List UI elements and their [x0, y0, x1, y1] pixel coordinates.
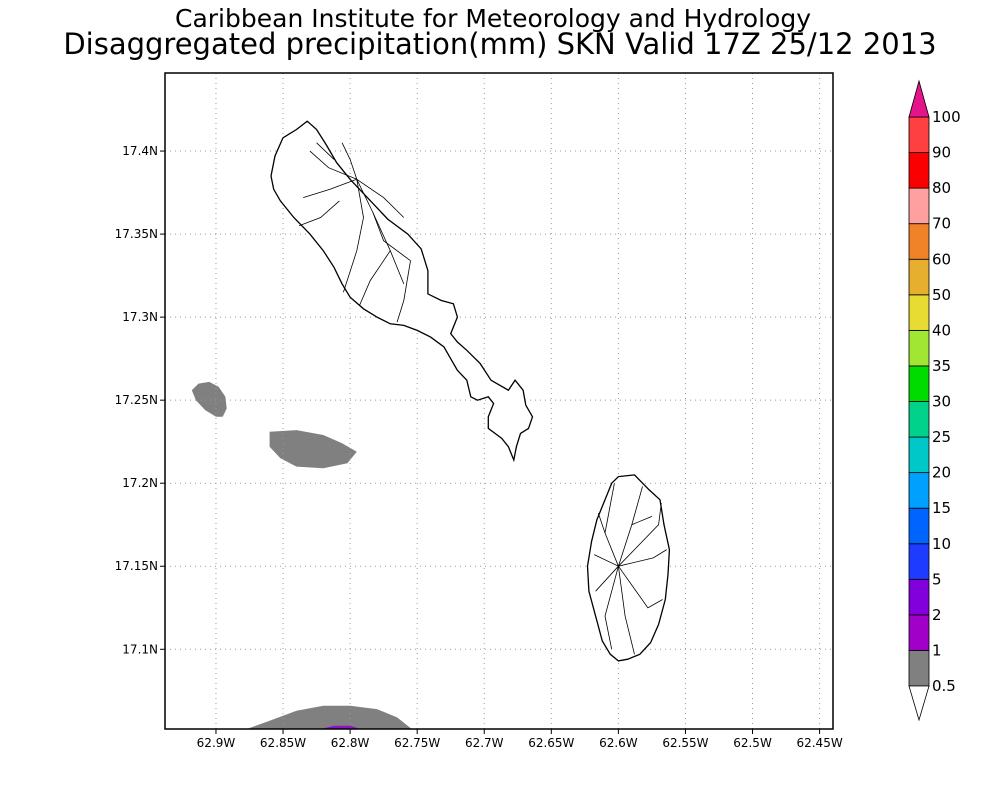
colorbar-label: 30	[932, 393, 951, 411]
colorbar-label: 0.5	[932, 677, 956, 695]
colorbar-swatch	[908, 258, 930, 296]
drainage-line	[618, 503, 662, 567]
title-line-1: Caribbean Institute for Meteorology and …	[175, 4, 811, 33]
colorbar-label: 25	[932, 428, 951, 446]
colorbar-label: 40	[932, 321, 951, 339]
y-tick-label: 17.15N	[115, 559, 158, 573]
drainage-line	[356, 178, 405, 218]
colorbar-label: 35	[932, 357, 951, 375]
title-line-2: Disaggregated precipitation(mm) SKN Vali…	[63, 27, 936, 61]
drainage-line	[604, 483, 615, 534]
precip-area-4	[320, 725, 361, 729]
y-tick-label: 17.3N	[122, 310, 158, 324]
colorbar-label: 20	[932, 464, 951, 482]
x-tick-label: 62.45W	[796, 736, 842, 750]
x-tick-label: 62.6W	[599, 736, 638, 750]
drainage-line	[604, 566, 619, 650]
colorbar-label: 1	[932, 641, 942, 659]
colorbar-under-arrow	[908, 685, 930, 722]
drainage-line	[618, 565, 663, 609]
map-area: 62.9W 62.85W 62.8W 62.75W 62.7W 62.65W 62.6W 62…	[115, 72, 843, 750]
precip-area-3	[246, 705, 412, 729]
precip-area-1	[191, 381, 227, 417]
colorbar-label: 90	[932, 144, 951, 162]
precip-area-2	[269, 430, 357, 469]
x-tick-label: 62.8W	[331, 736, 370, 750]
colorbar-label: 100	[932, 108, 961, 126]
colorbar-label: 60	[932, 250, 951, 268]
drainage-line	[343, 179, 364, 293]
colorbar-swatch	[908, 650, 930, 687]
drainage-line	[618, 566, 635, 655]
drainage-line	[595, 565, 619, 592]
colorbar-swatch	[908, 187, 930, 225]
colorbar-over-arrow	[908, 79, 930, 118]
colorbar-label: 2	[932, 606, 942, 624]
x-tick-label: 62.65W	[528, 736, 574, 750]
island-outline	[586, 474, 671, 662]
x-tick-label: 62.7W	[465, 736, 504, 750]
drainage-line	[316, 142, 335, 160]
y-tick-label: 17.2N	[122, 476, 158, 490]
drainage-line	[396, 260, 411, 323]
drainage-line	[341, 142, 358, 180]
y-tick-label: 17.1N	[122, 642, 158, 656]
x-tick-label: 62.85W	[260, 736, 306, 750]
colorbar-swatch	[908, 365, 930, 402]
drainage-line	[359, 250, 391, 306]
plot-frame	[164, 72, 834, 730]
y-tick-label: 17.4N	[122, 144, 158, 158]
colorbar-label: 50	[932, 286, 951, 304]
drainage-line	[356, 179, 405, 285]
colorbar-swatch	[908, 329, 930, 367]
colorbar-swatch	[908, 294, 930, 331]
colorbar-swatch	[908, 578, 930, 616]
colorbar-swatch	[908, 436, 930, 474]
drainage-line	[594, 554, 619, 567]
colorbar-swatch	[908, 543, 930, 580]
colorbar-label: 70	[932, 215, 951, 233]
colorbar-label: 10	[932, 535, 951, 553]
colorbar-label: 80	[932, 179, 951, 197]
drainage-line	[372, 212, 411, 262]
drainage-line	[618, 549, 667, 567]
drainage-line	[298, 200, 340, 227]
colorbar-label: 15	[932, 499, 951, 517]
colorbar-swatch	[908, 472, 930, 509]
island-outline	[270, 120, 534, 463]
drainage-line	[303, 178, 357, 198]
colorbar-swatch	[908, 507, 930, 545]
x-tick-label: 62.55W	[662, 736, 708, 750]
colorbar-swatch	[908, 223, 930, 260]
drainage-line	[309, 150, 357, 180]
colorbar-swatch	[908, 152, 930, 189]
y-tick-label: 17.35N	[115, 227, 158, 241]
colorbar-swatch	[908, 116, 930, 153]
y-tick-label: 17.25N	[115, 393, 158, 407]
x-tick-label: 62.75W	[394, 736, 440, 750]
colorbar-swatch	[908, 401, 930, 438]
colorbar-swatch	[908, 614, 930, 651]
x-tick-label: 62.9W	[197, 736, 236, 750]
colorbar-label: 5	[932, 570, 942, 588]
x-tick-label: 62.5W	[733, 736, 772, 750]
drainage-line	[631, 516, 653, 526]
